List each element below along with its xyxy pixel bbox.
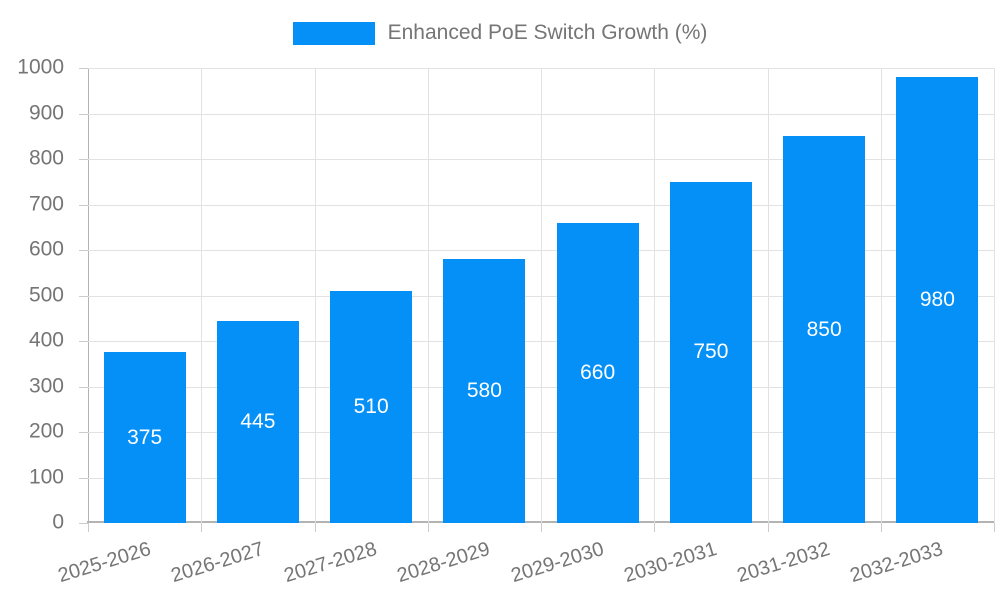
x-gridline xyxy=(541,68,542,523)
bar-value-label: 850 xyxy=(806,317,842,341)
x-tick-label: 2028-2029 xyxy=(394,538,493,588)
y-tick-label: 400 xyxy=(28,328,64,352)
y-tick-label: 800 xyxy=(28,146,64,170)
y-tick-label: 100 xyxy=(28,465,64,489)
x-tick-label: 2029-2030 xyxy=(508,538,607,588)
x-tick xyxy=(427,523,429,532)
y-tick-label: 1000 xyxy=(17,55,64,79)
bar: 580 xyxy=(443,259,526,523)
x-tick-label: 2032-2033 xyxy=(847,538,946,588)
y-tick-label: 900 xyxy=(28,101,64,125)
x-gridline xyxy=(994,68,995,523)
x-tick xyxy=(88,523,89,532)
x-gridline xyxy=(654,68,656,523)
bar-value-label: 660 xyxy=(580,360,616,384)
legend-swatch xyxy=(292,21,375,45)
y-tick-label: 500 xyxy=(28,283,64,307)
bar-value-label: 980 xyxy=(919,288,955,312)
bar-value-label: 445 xyxy=(240,409,276,433)
y-tick xyxy=(79,250,88,251)
x-tick-label: 2031-2032 xyxy=(734,538,833,588)
y-tick-label: 200 xyxy=(28,419,64,443)
y-tick xyxy=(79,386,88,388)
bar-value-label: 510 xyxy=(353,394,389,418)
x-gridline xyxy=(427,68,429,523)
bar-value-label: 750 xyxy=(693,340,729,364)
y-tick xyxy=(79,341,88,342)
y-tick-label: 300 xyxy=(28,374,64,398)
x-tick xyxy=(767,523,769,532)
x-gridline xyxy=(314,68,316,523)
y-tick-label: 0 xyxy=(52,510,64,534)
x-tick xyxy=(880,523,882,532)
bar: 660 xyxy=(556,222,639,523)
y-tick xyxy=(79,68,88,69)
y-tick xyxy=(79,477,88,479)
x-tick xyxy=(654,523,656,532)
y-tick-label: 700 xyxy=(28,192,64,216)
x-gridline xyxy=(880,68,882,523)
bar-value-label: 375 xyxy=(127,425,163,449)
x-tick xyxy=(201,523,203,532)
x-tick-label: 2030-2031 xyxy=(621,538,720,588)
y-tick xyxy=(79,295,88,297)
x-tick xyxy=(541,523,542,532)
plot-area: 0 100 200 300 400 500 600 700 800 900 1000 375 2025-… xyxy=(17,56,995,587)
bar-value-label: 580 xyxy=(466,379,502,403)
x-tick xyxy=(994,523,995,532)
x-tick-label: 2025-2026 xyxy=(55,538,154,588)
x-axis-line xyxy=(87,521,994,523)
y-tick xyxy=(79,432,88,433)
legend-label: Enhanced PoE Switch Growth (%) xyxy=(387,21,708,44)
bar: 510 xyxy=(330,290,413,523)
y-tick xyxy=(79,204,88,206)
y-tick xyxy=(79,113,88,115)
bar: 850 xyxy=(783,136,866,523)
bar: 445 xyxy=(216,320,299,523)
x-tick xyxy=(314,523,316,532)
x-tick-label: 2027-2028 xyxy=(281,538,380,588)
x-gridline xyxy=(767,68,769,523)
y-tick xyxy=(79,523,88,524)
y-tick-label: 600 xyxy=(28,237,64,261)
y-tick xyxy=(79,159,88,160)
bar: 980 xyxy=(896,77,979,523)
bar: 750 xyxy=(669,181,752,523)
x-tick-label: 2026-2027 xyxy=(168,538,267,588)
x-gridline xyxy=(201,68,203,523)
bar: 375 xyxy=(103,352,186,523)
chart-legend: Enhanced PoE Switch Growth (%) xyxy=(0,19,1000,47)
